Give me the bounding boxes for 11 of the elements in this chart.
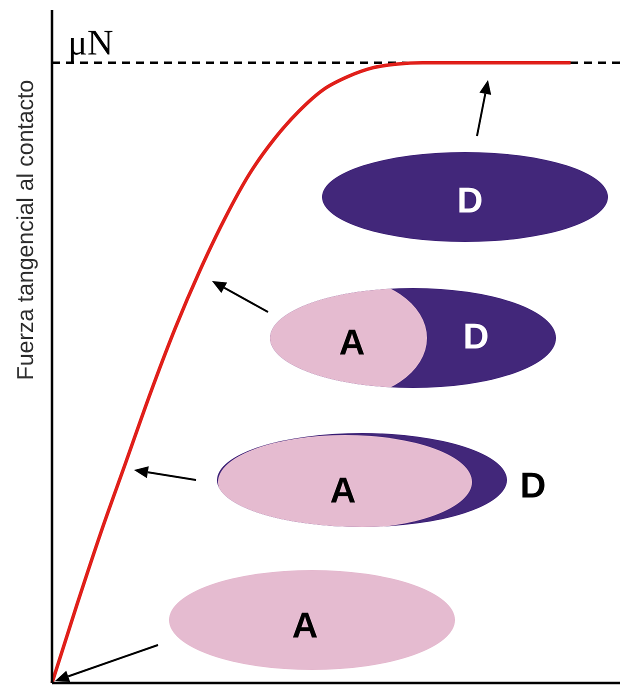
contact-ellipse-icon: A D [270, 288, 556, 388]
ref-line-label: μN [68, 22, 114, 63]
contact-ellipse-icon: D [322, 152, 608, 242]
y-axis-title: Fuerza tangencial al contacto [12, 80, 38, 380]
annotation: A [292, 604, 318, 646]
annotation: A [330, 470, 356, 510]
annotation: D [520, 464, 546, 506]
annotation: A [339, 322, 365, 362]
annotation: D [457, 180, 483, 220]
annotation: D [463, 316, 489, 356]
contact-ellipse-icon: A [169, 570, 455, 670]
